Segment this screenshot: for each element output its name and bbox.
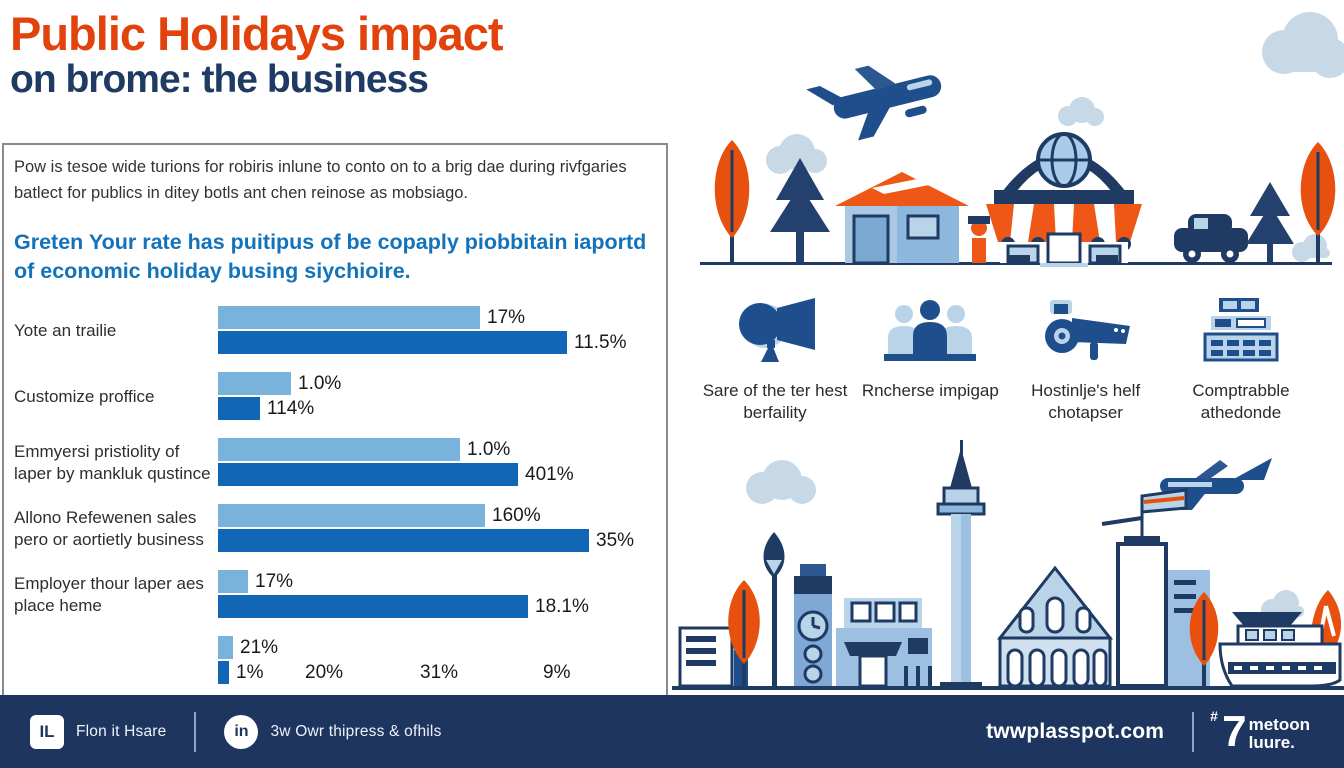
spire-tower — [936, 440, 986, 688]
axis-tick: 20% — [305, 662, 344, 684]
storefront — [986, 132, 1142, 267]
chart-row-label: Allono Refewenen sales pero or aortietly… — [14, 508, 204, 550]
bar-dark — [218, 463, 518, 487]
bar-dark — [218, 595, 528, 619]
skyscraper — [1101, 488, 1210, 688]
bar-value: 1.0% — [298, 372, 342, 394]
bar-dark — [218, 661, 229, 685]
skyline-illustration — [672, 440, 1344, 690]
bar-chart: Yote an trailie 17% 11.5% Customize proffic… — [14, 306, 666, 686]
social-badge-circle[interactable]: in — [224, 714, 259, 749]
cloud — [746, 460, 1304, 621]
bar-value: 35% — [596, 529, 635, 551]
car-icon — [1174, 214, 1248, 263]
illustration-panel: Sare of the ter hest berfaility Rncherse… — [672, 0, 1344, 695]
ferry-boat — [1218, 612, 1342, 688]
feature-caption: Comptrabble athedonde — [1192, 381, 1290, 423]
bar-dark — [218, 529, 589, 553]
footer-divider — [194, 711, 197, 752]
chart-row-label: Yote an trailie — [14, 321, 117, 341]
logo-hash: # — [1210, 707, 1218, 724]
chart-row: 21% 1% 20% 31% 9% — [14, 636, 666, 686]
bar-light — [218, 570, 248, 594]
chart-panel: Pow is tesoe wide turions for robiris in… — [2, 143, 668, 695]
airplane-icon — [806, 65, 942, 141]
website-link[interactable]: twwplasspot.com — [986, 719, 1165, 743]
intro-paragraph: Pow is tesoe wide turions for robiris in… — [14, 158, 627, 202]
bar-light — [218, 636, 233, 660]
tree-orange — [1189, 592, 1219, 686]
chart-row: Emmyersi pristiolity of laper by mankluk… — [14, 438, 666, 488]
bar-light — [218, 306, 480, 330]
street-lamp — [763, 532, 785, 686]
audience-icon — [884, 300, 977, 361]
footer-divider — [1192, 711, 1195, 752]
town-scene-illustration — [700, 12, 1344, 267]
bar-value: 1% — [236, 661, 264, 683]
bar-light — [218, 372, 291, 396]
chart-row: Yote an trailie 17% 11.5% — [14, 306, 666, 356]
feature-audience: Rncherse impigap — [855, 296, 1005, 424]
logo-line2: luure. — [1248, 732, 1295, 752]
title-line-1: Public Holidays impact — [10, 7, 504, 60]
axis-tick: 9% — [543, 662, 571, 684]
clock-tower — [794, 564, 832, 686]
title-line-2: on brome: the business — [10, 57, 429, 101]
feature-row: Sare of the ter hest berfaility Rncherse… — [672, 296, 1344, 424]
church-building — [996, 565, 1114, 688]
feature-caption: Rncherse impigap — [861, 381, 999, 400]
chart-row-label: Employer thour laper aes place heme — [14, 574, 204, 616]
tree-orange — [728, 580, 760, 686]
bar-value: 160% — [492, 504, 541, 526]
tree-orange — [714, 140, 750, 263]
chart-subheading: Greten Your rate has puitipus of be copa… — [14, 230, 647, 284]
calculator-icon — [1203, 298, 1279, 362]
bar-value: 21% — [240, 636, 279, 658]
footer-social1-label: Flon it Hsare — [76, 722, 167, 740]
bar-value: 1.0% — [467, 438, 511, 460]
bar-light — [218, 438, 460, 462]
bar-value: 114% — [267, 397, 315, 419]
chart-row-label: Customize proffice — [14, 387, 155, 407]
chart-row: Allono Refewenen sales pero or aortietly… — [14, 504, 666, 554]
page-title: Public Holidays impact on brome: the bus… — [10, 8, 670, 101]
bar-dark — [218, 331, 567, 355]
tree-pine — [770, 158, 830, 263]
feature-megaphone: Sare of the ter hest berfaility — [700, 296, 850, 424]
tree-orange — [1300, 142, 1336, 263]
bar-value: 401% — [525, 463, 574, 485]
small-building — [835, 172, 969, 265]
feature-caption: Sare of the ter hest berfaility — [702, 381, 848, 423]
shop-building — [836, 598, 932, 688]
logo-line1: metoon — [1248, 714, 1310, 734]
brand-logo: #7 metoon luure. — [1210, 706, 1310, 756]
orange-stand — [968, 216, 990, 263]
bar-value: 11.5% — [574, 331, 627, 353]
chart-row: Employer thour laper aes place heme 17% 18… — [14, 570, 666, 620]
bar-value: 17% — [255, 570, 294, 592]
logo-numeral: #7 — [1210, 706, 1247, 756]
social-badge-square[interactable]: IL — [30, 714, 64, 749]
camera-icon — [1044, 300, 1130, 360]
feature-caption: Hostinlje's helf chotapser — [1031, 381, 1141, 423]
chart-row-label: Emmyersi pristiolity of laper by mankluk… — [14, 442, 211, 484]
axis-tick: 31% — [420, 662, 459, 684]
feature-calculator: Comptrabble athedonde — [1166, 296, 1316, 424]
footer-social2-label: 3w Owr thipress & ofhils — [270, 722, 442, 740]
tree-pine — [1246, 182, 1294, 263]
bar-value: 17% — [487, 306, 526, 328]
bar-value: 18.1% — [535, 595, 589, 617]
footer-bar: IL Flon it Hsare in 3w Owr thipress & of… — [0, 695, 1344, 768]
bar-light — [218, 504, 485, 528]
bar-dark — [218, 397, 260, 421]
ground-line — [672, 686, 1344, 690]
chart-row: Customize proffice 1.0% 114% — [14, 372, 666, 422]
megaphone-icon — [739, 298, 815, 362]
feature-camera: Hostinlje's helf chotapser — [1011, 296, 1161, 424]
